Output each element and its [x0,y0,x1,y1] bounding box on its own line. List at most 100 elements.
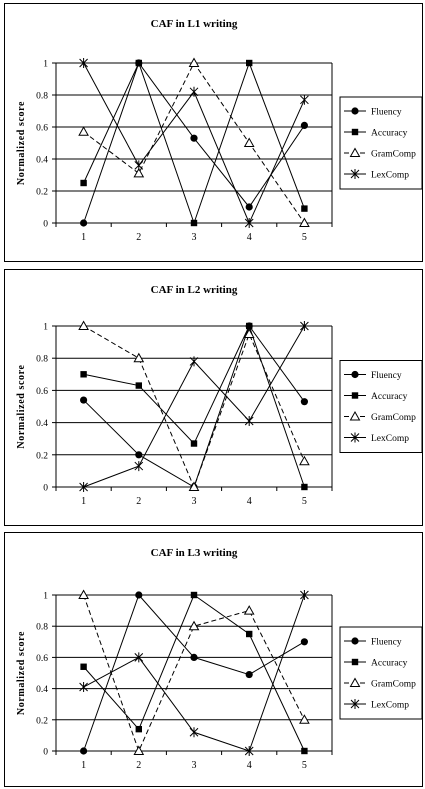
chart-title: CAF in L2 writing [151,284,238,296]
series-accuracy [80,591,308,755]
data-point [300,94,309,105]
data-point [189,86,199,97]
data-point [134,652,144,663]
x-tick-label: 3 [192,760,197,771]
data-point [189,356,199,367]
y-tick-label: 0.8 [36,355,48,365]
y-axis-title: Normalized score [16,101,27,185]
legend-label: LexComp [371,434,409,444]
x-tick-label: 5 [302,760,307,771]
data-point [246,322,253,330]
legend: Fluency Accuracy GramComp LexComp [339,96,423,190]
x-tick-label: 4 [247,760,252,771]
y-tick-label: 0.2 [36,451,48,461]
y-tick-label: 0.2 [36,716,48,726]
data-point [80,663,87,670]
data-point [79,58,88,68]
data-point [80,179,87,187]
series-lexcomp [79,590,309,756]
data-point [133,352,145,363]
data-point [301,205,308,212]
x-tick-label: 2 [136,760,141,771]
legend-label: LexComp [371,171,409,181]
legend-label: Accuracy [371,129,408,139]
series-gramcomp [78,57,310,227]
data-point [300,590,309,600]
x-tick-label: 4 [247,496,252,507]
data-point [135,382,142,389]
y-tick-label: 0.4 [36,685,48,695]
legend-marker [351,107,359,115]
data-point [244,218,254,228]
data-point [134,461,144,472]
y-tick-label: 0.4 [36,156,48,166]
data-point [134,160,144,171]
data-point [300,121,308,129]
data-point [78,589,89,599]
data-point [300,398,308,406]
series-accuracy [80,322,308,491]
data-point [135,725,142,733]
series-lexcomp [79,58,309,228]
x-tick-label: 2 [136,496,141,507]
x-tick-label: 1 [81,232,86,243]
series-gramcomp [78,589,310,755]
legend: Fluency Accuracy GramComp LexComp [339,360,423,453]
legend-label: Fluency [371,108,402,118]
data-point [80,396,88,404]
series-lexcomp [79,321,309,492]
data-point [80,371,87,378]
legend-marker [350,169,360,179]
x-tick-label: 3 [192,496,197,507]
data-point [188,620,200,631]
data-point [244,415,254,426]
y-tick-label: 1 [43,60,48,70]
data-point [244,746,254,756]
y-axis-title: Normalized score [16,631,27,715]
data-point [301,483,308,491]
legend-marker [351,637,359,645]
legend-marker [351,658,359,666]
data-point [135,59,142,67]
data-point [190,591,198,599]
y-tick-label: 1 [43,592,48,602]
data-point [189,727,199,738]
legend-marker [351,128,359,136]
data-point [135,451,143,459]
x-tick-label: 5 [302,496,307,507]
x-tick-label: 3 [192,232,197,243]
legend-label: LexComp [371,701,409,711]
data-point [299,714,310,724]
data-point [80,747,88,755]
data-point [133,167,145,178]
data-point [301,747,308,755]
series-accuracy [80,59,308,227]
data-point [190,653,198,662]
data-point [243,605,255,615]
y-tick-label: 0.6 [36,387,48,397]
data-point [246,59,253,67]
data-point [79,682,88,693]
data-point [78,126,89,136]
legend-marker [349,147,361,157]
chart-panel: CAF in L3 writing 0 0.2 0.4 0.6 0.8 1 1 2 3 4 5 Norm… [4,532,423,787]
legend-marker [349,410,361,421]
y-tick-label: 0.8 [36,623,48,633]
legend-label: GramComp [371,680,416,690]
data-point [79,482,88,492]
chart-panel: CAF in L1 writing 0 0.2 0.4 0.6 0.8 1 1 2 3 4 5 Norm… [4,3,423,262]
y-tick-label: 0.8 [36,92,48,102]
y-tick-label: 0 [43,484,48,494]
chart-title: CAF in L3 writing [151,547,238,559]
legend: Fluency Accuracy GramComp LexComp [339,626,423,720]
series-fluency [80,591,308,755]
data-point [299,455,310,466]
x-tick-label: 4 [247,232,252,243]
data-point [78,320,89,330]
series-gramcomp [78,320,310,491]
data-point [300,638,308,646]
legend-label: Fluency [371,371,402,381]
data-point [190,134,198,142]
data-point [133,745,145,755]
